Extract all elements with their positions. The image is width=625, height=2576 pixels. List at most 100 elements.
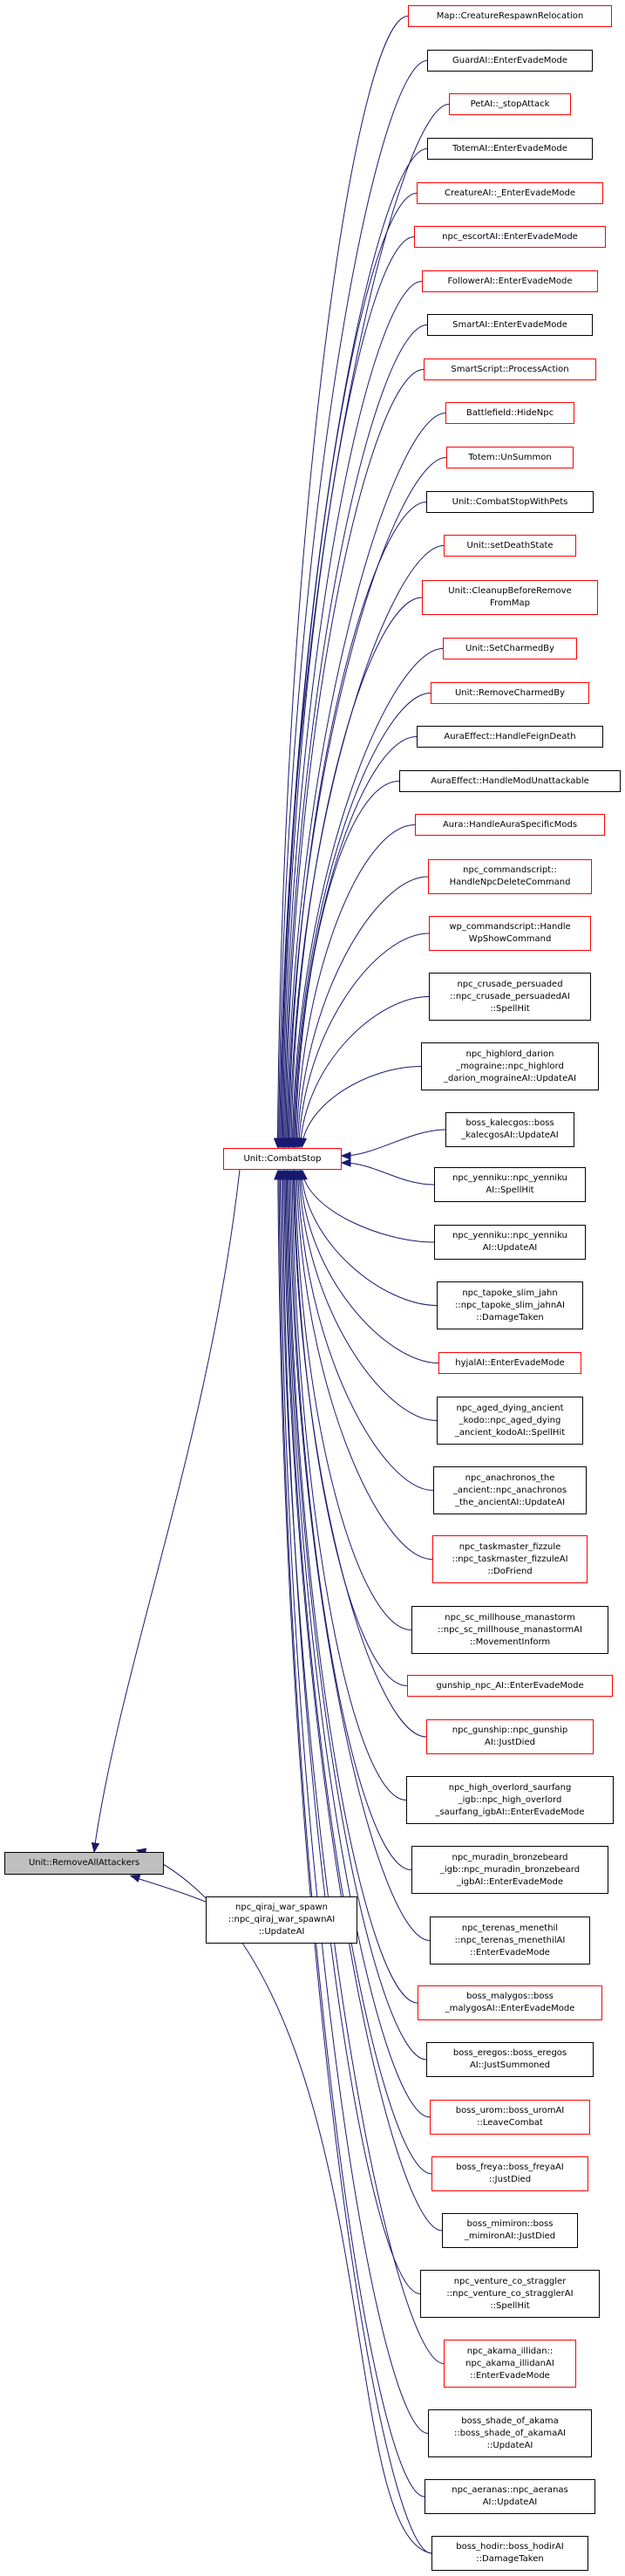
caller-node[interactable]: npc_crusade_persuaded::npc_crusade_persu… <box>429 973 591 1021</box>
caller-node[interactable]: wp_commandscript::Handle WpShowCommand <box>429 916 591 951</box>
node-label-line: ::DamageTaken <box>476 2554 544 2564</box>
caller-node[interactable]: boss_freya::boss_freyaAI::JustDied <box>431 2156 588 2191</box>
caller-node[interactable]: SmartScript::ProcessAction <box>424 359 596 380</box>
node-label-line: SmartScript::ProcessAction <box>451 364 569 374</box>
edge-caller-to-combatstop <box>298 933 430 1147</box>
caller-node[interactable]: boss_malygos::boss _malygosAI::EnterEvade… <box>418 1985 602 2020</box>
node-label-line: _ancient_kodoAI::SpellHit <box>454 1427 566 1438</box>
node-unit-removeallattackers: Unit::RemoveAllAttackers <box>4 1852 164 1875</box>
edge-caller-to-combatstop <box>292 693 431 1147</box>
caller-node[interactable]: TotemAI::EnterEvadeMode <box>427 138 593 160</box>
edge-caller-to-combatstop <box>302 1171 435 1243</box>
node-label-line: Unit::CombatStop <box>243 1153 322 1164</box>
edge-caller-to-combatstop <box>278 60 428 1147</box>
caller-node[interactable]: Unit::CleanupBeforeRemove FromMap <box>422 580 598 615</box>
node-label-line: Unit::RemoveAllAttackers <box>28 1858 140 1868</box>
edge-caller-to-combatstop <box>277 1171 432 2554</box>
edge-caller-to-combatstop <box>301 1171 438 1306</box>
caller-node[interactable]: Unit::setDeathState <box>444 535 576 557</box>
caller-node[interactable]: npc_anachronos_the _ancient::npc_anachron… <box>433 1466 587 1514</box>
caller-node[interactable]: npc_tapoke_slim_jahn::npc_tapoke_slim_ja… <box>437 1281 583 1329</box>
edge-caller-to-combatstop <box>291 648 444 1147</box>
caller-node[interactable]: boss_hodir::boss_hodirAI::DamageTaken <box>431 2536 588 2571</box>
caller-node[interactable]: npc_aged_dying_ancient _kodo::npc_aged_dy… <box>437 1397 583 1445</box>
node-label-line: _darion_mograineAI::UpdateAI <box>443 1073 577 1083</box>
caller-node[interactable]: Battlefield::HideNpc <box>445 402 574 424</box>
caller-node[interactable]: CreatureAI::_EnterEvadeMode <box>417 182 603 204</box>
node-label-line: boss_hodir::boss_hodirAI <box>456 2542 564 2552</box>
node-label-line: ::LeaveCombat <box>477 2118 543 2128</box>
caller-node[interactable]: npc_yenniku::npc_yenniku AI::SpellHit <box>434 1167 586 1202</box>
node-unit-combatstop[interactable]: Unit::CombatStop <box>223 1148 342 1170</box>
node-label-line: TotemAI::EnterEvadeMode <box>452 143 567 154</box>
node-label-line: Unit::SetCharmedBy <box>465 643 554 653</box>
caller-node[interactable]: AuraEffect::HandleModUnattackable <box>399 770 621 792</box>
node-label-line: npc_high_overlord_saurfang <box>448 1782 572 1793</box>
arrowhead <box>340 1158 351 1167</box>
edge-caller-to-combatstop <box>301 1066 422 1147</box>
caller-node[interactable]: Aura::HandleAuraSpecificMods <box>415 814 605 836</box>
node-label-line: _the_ancientAI::UpdateAI <box>454 1497 566 1507</box>
caller-node[interactable]: npc_akama_illidan:: npc_akama_illidanAI::… <box>444 2340 576 2388</box>
caller-node[interactable]: AuraEffect::HandleFeignDeath <box>417 726 603 748</box>
node-label-line: npc_yenniku::npc_yenniku <box>452 1173 567 1183</box>
caller-node[interactable]: npc_commandscript:: HandleNpcDeleteComman… <box>428 859 592 894</box>
caller-node[interactable]: PetAI::_stopAttack <box>449 93 571 115</box>
node-label-line: _igbAI::EnterEvadeMode <box>457 1876 563 1887</box>
caller-node[interactable]: npc_aeranas::npc_aeranas AI::UpdateAI <box>425 2479 595 2514</box>
caller-node[interactable]: boss_kalecgos::boss _kalecgosAI::UpdateAI <box>445 1112 574 1147</box>
node-label-line: ::npc_tapoke_slim_jahnAI <box>455 1300 565 1310</box>
edge-caller-to-combatstop <box>282 236 415 1147</box>
edge-caller-to-combatstop <box>343 1129 446 1157</box>
node-label-line: npc_gunship::npc_gunship <box>452 1725 568 1735</box>
caller-node[interactable]: npc_highlord_darion _mograine::npc_highlo… <box>421 1042 599 1090</box>
caller-node[interactable]: boss_shade_of_akama::boss_shade_of_akama… <box>428 2409 592 2457</box>
node-label-line: _kalecgosAI::UpdateAI <box>461 1131 559 1140</box>
caller-node[interactable]: boss_mimiron::boss _mimironAI::JustDied <box>442 2213 578 2248</box>
caller-node[interactable]: npc_venture_co_straggler::npc_venture_co… <box>420 2270 600 2318</box>
node-label-line: AI::UpdateAI <box>482 1243 538 1253</box>
node-label-line: Battlefield::HideNpc <box>465 407 554 418</box>
caller-node[interactable]: npc_taskmaster_fizzule::npc_taskmaster_f… <box>432 1535 588 1583</box>
node-label-line: AI::JustSummoned <box>469 2060 551 2070</box>
caller-node[interactable]: Totem::UnSummon <box>446 447 574 468</box>
caller-node[interactable]: FollowerAI::EnterEvadeMode <box>422 270 598 292</box>
edge-caller-to-combatstop <box>298 1171 438 1421</box>
node-label-line: ::DoFriend <box>487 1566 533 1576</box>
caller-node[interactable]: gunship_npc_AI::EnterEvadeMode <box>407 1675 613 1697</box>
edge-caller-to-combatstop <box>291 1171 407 1800</box>
edge-caller-to-combatstop <box>282 1171 421 2294</box>
caller-node[interactable]: Unit::SetCharmedBy <box>443 638 577 659</box>
node-label-line: npc_aeranas::npc_aeranas <box>452 2485 568 2495</box>
edge-caller-to-combatstop <box>284 325 428 1147</box>
caller-node[interactable]: npc_high_overlord_saurfang _igb::npc_high… <box>406 1776 614 1824</box>
node-npc-qiraj-war-spawn-updateai[interactable]: npc_qiraj_war_spawn::npc_qiraj_war_spawn… <box>206 1896 357 1944</box>
node-label-line: AuraEffect::HandleFeignDeath <box>444 731 576 741</box>
edge-caller-to-combatstop <box>278 1171 425 2497</box>
caller-node[interactable]: hyjalAI::EnterEvadeMode <box>438 1352 581 1374</box>
node-label-line: AuraEffect::HandleModUnattackable <box>431 776 589 786</box>
caller-node[interactable]: Map::CreatureRespawnRelocation <box>408 5 612 27</box>
caller-node[interactable]: npc_sc_millhouse_manastorm::npc_sc_millh… <box>411 1606 608 1654</box>
caller-node[interactable]: boss_eregos::boss_eregos AI::JustSummoned <box>426 2042 594 2077</box>
edge-caller-to-combatstop <box>289 1171 431 1941</box>
caller-node[interactable]: npc_muradin_bronzebeard _igb::npc_muradin… <box>411 1846 608 1894</box>
caller-node[interactable]: Unit::RemoveCharmedBy <box>431 682 589 704</box>
node-label-line: npc_muradin_bronzebeard <box>452 1852 568 1862</box>
edge-caller-to-combatstop <box>294 736 418 1147</box>
caller-node[interactable]: SmartAI::EnterEvadeMode <box>427 314 593 336</box>
caller-node[interactable]: boss_urom::boss_uromAI::LeaveCombat <box>430 2100 590 2135</box>
edge-caller-to-combatstop <box>295 1171 412 1630</box>
caller-node[interactable]: Unit::CombatStopWithPets <box>426 491 594 513</box>
node-label-line: npc_yenniku::npc_yenniku <box>452 1231 567 1240</box>
node-label-line: AI::JustDied <box>485 1738 535 1747</box>
edge-caller-to-combatstop <box>290 597 423 1147</box>
caller-node[interactable]: npc_escortAI::EnterEvadeMode <box>414 226 606 248</box>
caller-node[interactable]: GuardAI::EnterEvadeMode <box>427 50 593 72</box>
caller-node[interactable]: npc_terenas_menethil::npc_terenas_meneth… <box>430 1917 590 1964</box>
node-label-line: _mimironAI::JustDied <box>464 2231 556 2241</box>
edge-caller-to-combatstop <box>285 1171 431 2118</box>
